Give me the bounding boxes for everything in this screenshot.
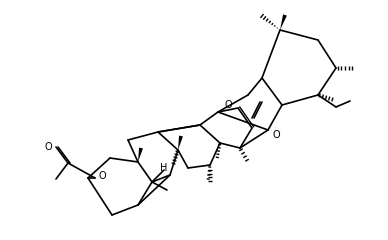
Polygon shape [280, 14, 287, 30]
Polygon shape [178, 136, 183, 150]
Polygon shape [138, 148, 143, 162]
Text: O: O [272, 130, 280, 140]
Text: H: H [160, 163, 168, 173]
Text: O: O [224, 100, 232, 110]
Text: O: O [98, 171, 106, 181]
Text: O: O [44, 142, 52, 152]
